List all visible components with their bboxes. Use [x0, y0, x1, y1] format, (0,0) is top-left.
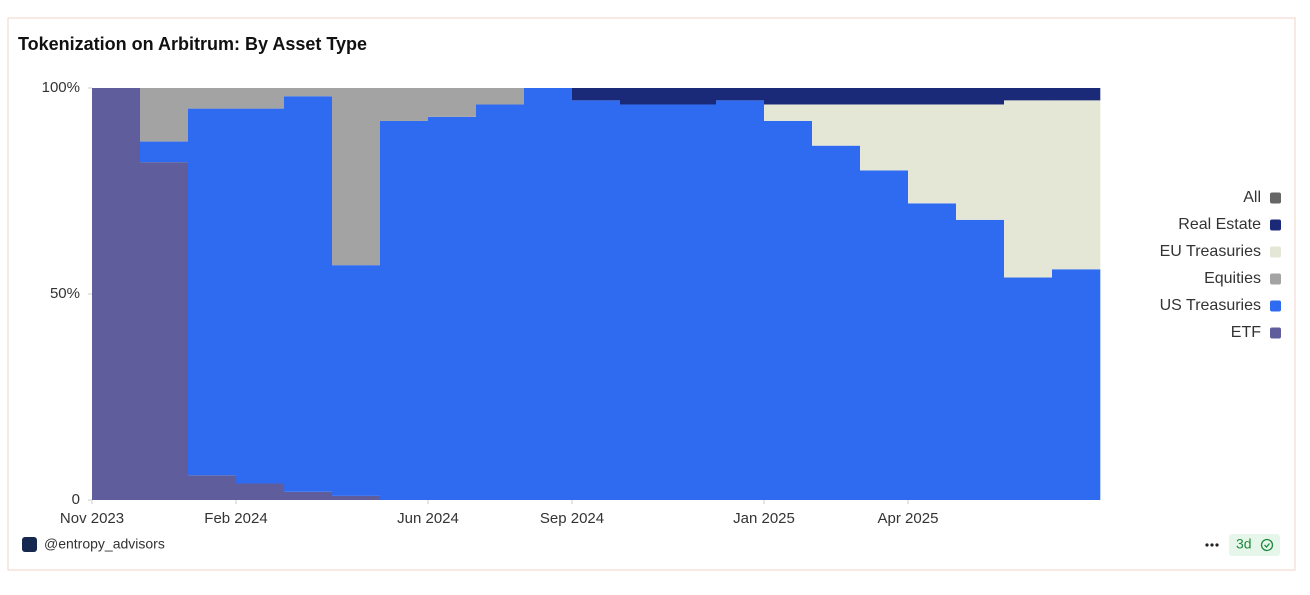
legend-label: EU Treasuries	[1160, 243, 1261, 260]
bar-segment	[908, 203, 957, 501]
bar-segment	[332, 265, 381, 496]
bar-segment	[572, 88, 621, 101]
bar-segment	[236, 88, 285, 109]
bar-segment	[812, 145, 861, 500]
y-tick-label: 0	[72, 491, 80, 508]
bar-segment	[956, 219, 1005, 500]
check-icon	[1260, 538, 1274, 552]
bar-segment	[716, 100, 765, 501]
bar-segment	[812, 88, 861, 105]
bar-segment	[284, 88, 333, 97]
bar-segment	[284, 96, 333, 492]
bar-segment	[860, 88, 909, 105]
bar-segment	[860, 104, 909, 171]
legend-label: Real Estate	[1178, 216, 1261, 233]
y-tick-label: 100%	[42, 79, 80, 96]
bar-segment	[428, 116, 477, 500]
bar-segment	[956, 104, 1005, 220]
bar-segment	[140, 141, 189, 163]
bar-segment	[620, 88, 669, 105]
bar-segment	[284, 491, 333, 500]
bar-segment	[764, 120, 813, 501]
bar-segment	[1052, 88, 1101, 101]
bar-segment	[1052, 269, 1101, 500]
bar-segment	[668, 88, 717, 105]
legend-label: All	[1243, 189, 1261, 206]
bar-segment	[476, 104, 525, 500]
legend-label: US Treasuries	[1160, 297, 1261, 314]
bar-segment	[332, 88, 381, 266]
bar-segment	[812, 104, 861, 146]
bar-segment	[1004, 88, 1053, 101]
bar-segment	[236, 483, 285, 500]
x-tick-label: Feb 2024	[204, 510, 267, 527]
bar-segment	[572, 100, 621, 501]
bar-segment	[236, 108, 285, 484]
bar-segment	[476, 88, 525, 105]
legend-swatch	[1270, 219, 1281, 231]
legend-swatch	[1270, 327, 1281, 339]
bar-segment	[1052, 100, 1101, 270]
bar-segment	[764, 104, 813, 121]
bar-segment	[524, 88, 573, 500]
x-tick-label: Nov 2023	[60, 510, 124, 527]
bar-segment	[668, 104, 717, 500]
bar-segment	[908, 104, 957, 204]
bar-segment	[92, 88, 141, 500]
legend-swatch	[1270, 246, 1281, 258]
bar-segment	[380, 88, 429, 121]
x-tick-label: Apr 2025	[878, 510, 939, 527]
x-tick-label: Jun 2024	[397, 510, 459, 527]
bar-segment	[1004, 277, 1053, 500]
bar-segment	[428, 88, 477, 117]
bar-segment	[140, 162, 189, 500]
bar-segment	[188, 108, 237, 476]
source-icon	[22, 537, 37, 552]
bar-segment	[716, 88, 765, 101]
legend-swatch	[1270, 192, 1281, 204]
legend-label: ETF	[1231, 324, 1261, 341]
check-mark	[1264, 543, 1270, 548]
bar-segment	[620, 104, 669, 500]
age: 3d	[1236, 536, 1252, 552]
bar-segment	[380, 120, 429, 501]
bar-segment	[188, 88, 237, 109]
bar-segment	[908, 88, 957, 105]
source: @entropy_advisors	[44, 536, 165, 552]
x-tick-label: Sep 2024	[540, 510, 604, 527]
bar-segment	[332, 495, 381, 500]
more-menu[interactable]	[1205, 543, 1219, 547]
bar-segment	[188, 475, 237, 500]
x-tick-label: Jan 2025	[733, 510, 795, 527]
chart-title: Tokenization on Arbitrum: By Asset Type	[18, 34, 367, 54]
legend-label: Equities	[1204, 270, 1261, 287]
legend-swatch	[1270, 273, 1281, 285]
bar-segment	[956, 88, 1005, 105]
bar-segment	[1004, 100, 1053, 278]
legend-swatch	[1270, 300, 1281, 312]
bar-segment	[140, 88, 189, 142]
bar-segment	[860, 170, 909, 500]
y-tick-label: 50%	[50, 285, 80, 302]
bar-segment	[764, 88, 813, 105]
